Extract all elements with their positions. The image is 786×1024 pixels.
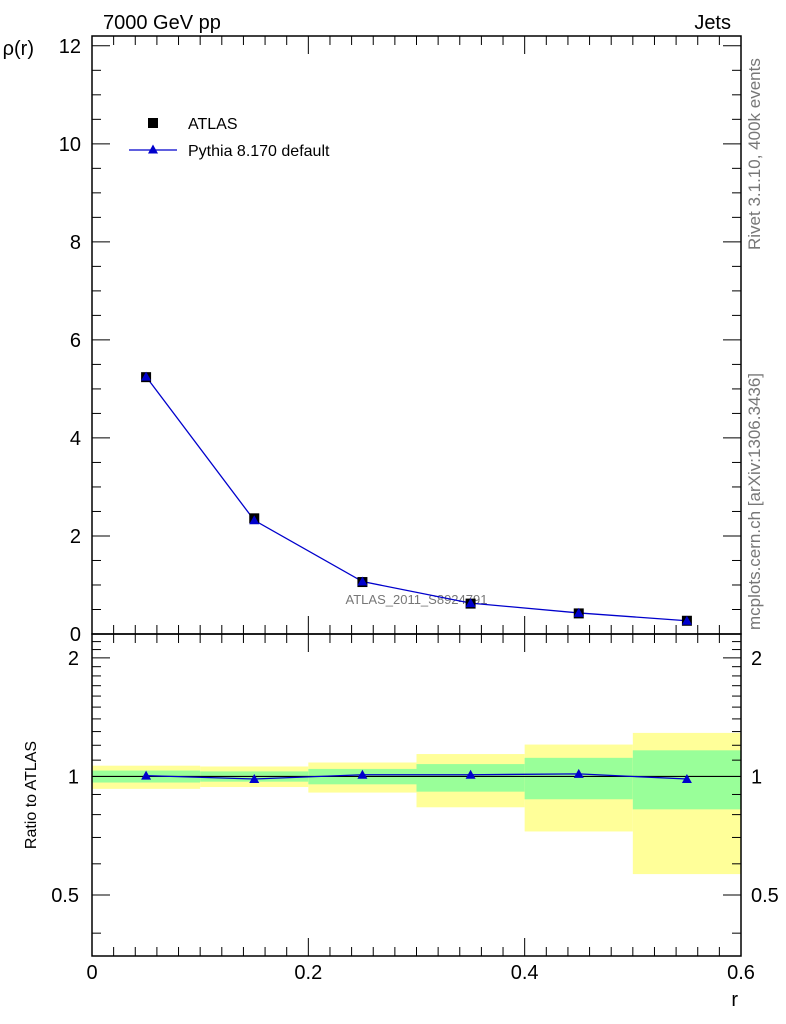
main-series <box>141 371 692 626</box>
ratio-y-tick-label-right: 2 <box>751 648 762 670</box>
pythia-point <box>465 598 476 608</box>
ratio-y-axis-label: Ratio to ATLAS <box>23 741 40 849</box>
pythia-point <box>249 515 260 525</box>
ratio-y-tick-label: 1 <box>68 766 79 788</box>
legend-pythia-marker <box>148 144 158 154</box>
ratio-pythia-point <box>249 774 260 784</box>
pythia-point <box>681 615 692 625</box>
ratio-frame <box>91 633 742 957</box>
ratio-pythia-point <box>465 769 476 779</box>
ratio-y-tick-label-right: 1 <box>751 766 762 788</box>
ratio-pythia-line <box>146 773 687 780</box>
x-tick-label: 0.4 <box>511 962 539 984</box>
ratio-pythia-point <box>573 768 584 778</box>
x-axis-label: r <box>731 989 738 1011</box>
y-tick-label: 0 <box>70 624 81 646</box>
ratio-bands <box>92 732 741 875</box>
main-panel: 0 2 4 6 8 10 12 ρ(r) ATLAS_2011_S8924791 ATLAS… <box>3 35 742 646</box>
y-tick-label: 10 <box>59 134 81 156</box>
rivet-label: Rivet 3.1.10, 400k events <box>745 58 764 250</box>
mcplots-label: mcplots.cern.ch [arXiv:1306.3436] <box>745 373 764 630</box>
ratio-pythia-point <box>357 769 368 779</box>
main-ticks: 0 2 4 6 8 10 12 <box>59 36 742 646</box>
pythia-point <box>141 371 152 381</box>
analysis-watermark: ATLAS_2011_S8924791 <box>346 592 488 607</box>
legend-atlas-marker <box>148 118 158 128</box>
x-tick-label: 0.6 <box>727 962 755 984</box>
ratio-panel: 0.5 0.5 1 1 2 2 0 0.2 0.4 0.6 Ratio to ATLAS r <box>23 633 779 1011</box>
y-tick-label: 2 <box>70 526 81 548</box>
y-tick-label: 12 <box>59 36 81 58</box>
pythia-point <box>357 576 368 586</box>
legend-pythia-label: Pythia 8.170 default <box>188 143 330 160</box>
ratio-series <box>141 768 692 784</box>
process-label: Jets <box>694 12 731 34</box>
pythia-point <box>573 607 584 617</box>
y-tick-label: 8 <box>70 232 81 254</box>
x-tick-label: 0.2 <box>294 962 322 984</box>
ratio-ticks: 0.5 0.5 1 1 2 2 0 0.2 0.4 0.6 <box>51 633 779 984</box>
energy-label: 7000 GeV pp <box>103 12 221 34</box>
legend: ATLAS Pythia 8.170 default <box>129 116 330 160</box>
ratio-y-tick-label-right: 0.5 <box>751 885 779 907</box>
pythia-line <box>145 376 687 622</box>
x-tick-label: 0 <box>86 962 97 984</box>
main-y-axis-label: ρ(r) <box>3 38 34 60</box>
ratio-y-tick-label: 0.5 <box>51 885 79 907</box>
ratio-inner-band <box>524 757 633 800</box>
ratio-pythia-point <box>141 770 152 780</box>
y-tick-label: 6 <box>70 330 81 352</box>
ratio-y-tick-label: 2 <box>68 648 79 670</box>
y-tick-label: 4 <box>70 428 81 450</box>
ratio-pythia-point <box>681 774 692 784</box>
legend-atlas-label: ATLAS <box>188 116 238 133</box>
